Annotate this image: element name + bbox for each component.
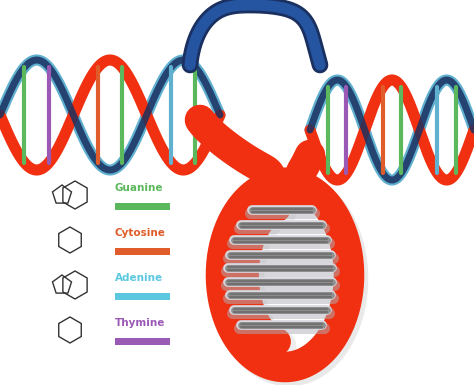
FancyBboxPatch shape xyxy=(115,248,170,255)
Text: Adenine: Adenine xyxy=(115,273,163,283)
Text: Guanine: Guanine xyxy=(115,183,164,193)
FancyBboxPatch shape xyxy=(115,293,170,300)
FancyBboxPatch shape xyxy=(115,203,170,210)
FancyBboxPatch shape xyxy=(115,338,170,345)
Text: Cytosine: Cytosine xyxy=(115,228,166,238)
Text: Thymine: Thymine xyxy=(115,318,165,328)
